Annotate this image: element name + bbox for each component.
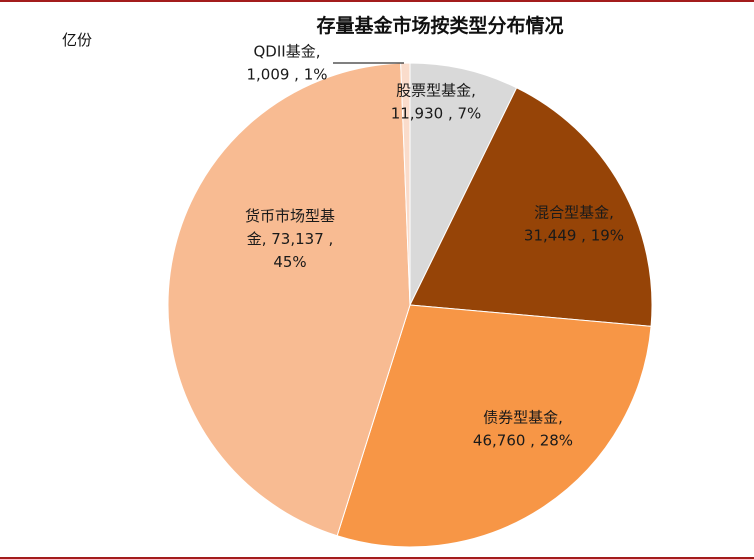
chart-title: 存量基金市场按类型分布情况	[316, 14, 563, 37]
pie-slice-2	[336, 304, 652, 548]
slice-label-0: 股票型基金, 11,930 , 7%	[391, 82, 482, 123]
slice-label-1: 混合型基金, 31,449 , 19%	[524, 204, 624, 245]
pie-slice-1	[409, 87, 653, 327]
slice-label-3: 货币市场型基金, 73,137 , 45%	[245, 207, 335, 271]
unit-label: 亿份	[62, 31, 92, 49]
pie-slice-0	[409, 62, 518, 306]
pie-slice-3	[167, 62, 411, 537]
slice-label-2: 债券型基金, 46,760 , 28%	[473, 409, 573, 450]
pie-slices	[167, 62, 653, 548]
slice-labels: 股票型基金, 11,930 , 7% 混合型基金, 31,449 , 19% 债券型基金…	[245, 43, 624, 450]
slice-label-4: QDII基金, 1,009 , 1%	[246, 43, 327, 84]
